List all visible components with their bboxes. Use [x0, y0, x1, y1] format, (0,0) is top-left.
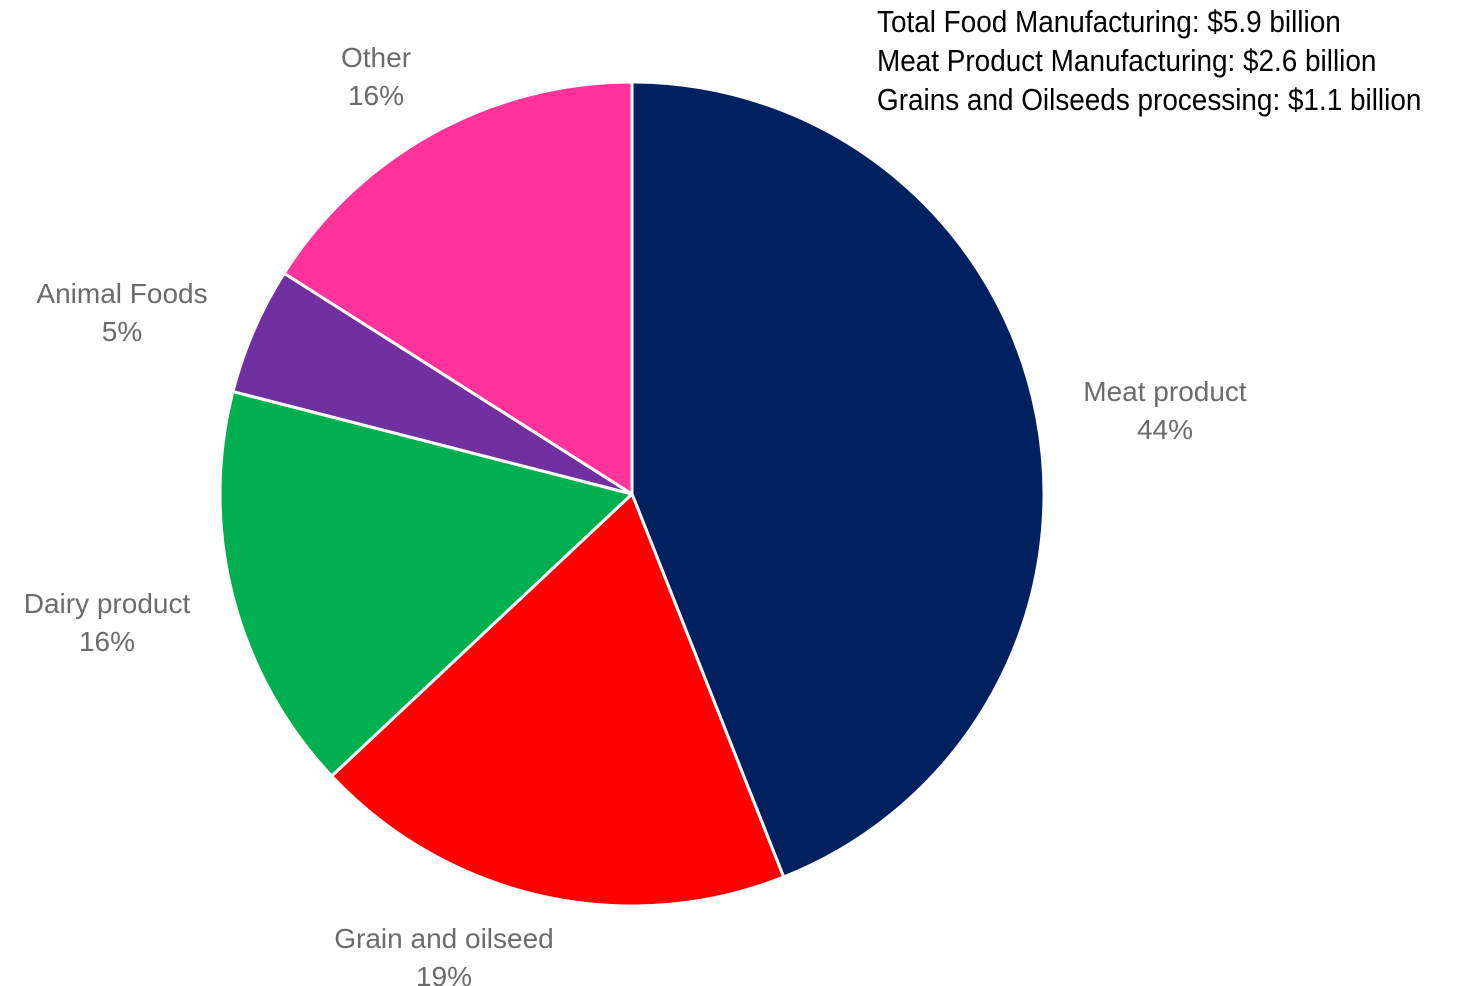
chart-annotations: Total Food Manufacturing: $5.9 billion M… [877, 2, 1422, 119]
slice-value-meat-product: 44% [1137, 414, 1193, 445]
slice-label-other: Other [341, 42, 411, 73]
pie-labels: Meat product 44% Grain and oilseed 19% Dairy… [24, 42, 1247, 986]
annotation-grains-oilseeds: Grains and Oilseeds processing: $1.1 bil… [877, 82, 1422, 117]
pie-slice-dairy-product [218, 390, 634, 778]
slice-label-meat-product: Meat product [1083, 376, 1247, 407]
annotation-meat-product: Meat Product Manufacturing: $2.6 billion [877, 43, 1377, 78]
slice-label-dairy-product: Dairy product [24, 588, 191, 619]
pie-slice-other [282, 80, 634, 496]
slice-value-other: 16% [348, 80, 404, 111]
pie-slice-grain-and-oilseed [330, 492, 786, 908]
slice-label-grain-and-oilseed: Grain and oilseed [334, 923, 553, 954]
pie-slice-meat-product [630, 80, 1046, 879]
pie-slices [218, 80, 1046, 908]
slice-value-grain-and-oilseed: 19% [416, 961, 472, 986]
slice-label-animal-foods: Animal Foods [36, 278, 207, 309]
slice-value-dairy-product: 16% [79, 626, 135, 657]
slice-value-animal-foods: 5% [102, 316, 142, 347]
annotation-total-food: Total Food Manufacturing: $5.9 billion [877, 4, 1341, 39]
